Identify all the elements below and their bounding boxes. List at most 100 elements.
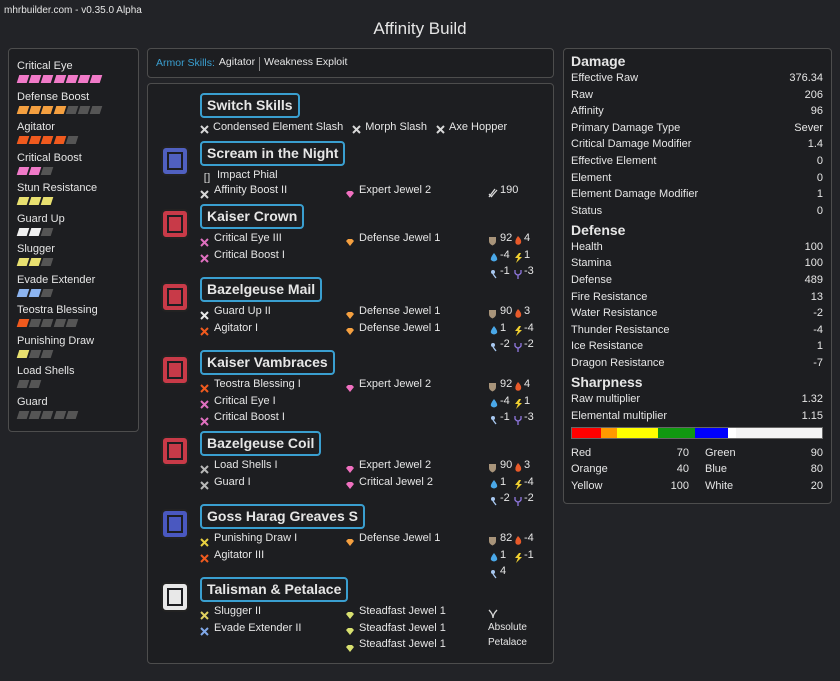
skill-icon (200, 186, 209, 199)
armor-skill: Agitator (218, 56, 256, 68)
icon-part (514, 270, 522, 279)
skill-level-segment (41, 197, 54, 205)
fire-value: 4 (524, 232, 531, 244)
skill-level-segment (28, 349, 42, 358)
icon-part (200, 327, 209, 336)
stat-label: Raw multiplier (571, 393, 641, 405)
skill-level-segment (28, 166, 42, 175)
skill-icon (200, 534, 209, 547)
thunder-value: -1 (524, 548, 534, 561)
equipment-name: Kaiser Crown (200, 204, 305, 229)
fire-value: -4 (524, 532, 534, 544)
icon-part (161, 355, 189, 385)
stat-value: 100 (804, 240, 823, 253)
petalace-icon (488, 606, 498, 619)
icon-part (161, 436, 189, 466)
skill-name: Teostra Blessing I (214, 378, 301, 390)
skill-level-segment (28, 197, 42, 205)
sharpness-segment (695, 427, 728, 438)
skill-name: Guard I (214, 475, 251, 488)
sharpness-value: 20 (810, 479, 823, 492)
icon-part (491, 416, 497, 425)
sharpness-name: White (705, 479, 734, 492)
skill-level-segment (16, 136, 30, 144)
icon-part (204, 172, 210, 184)
dragon-icon (514, 412, 523, 425)
icon-part (161, 209, 189, 239)
skill-level-bar (16, 197, 118, 205)
icon-part (167, 152, 183, 170)
icon-part (346, 384, 354, 392)
decoration-icon (345, 461, 355, 473)
skill-name: Guard Up II (214, 305, 271, 317)
icon-part (200, 383, 209, 393)
skill-name: Agitator III (214, 548, 265, 561)
sharpness-segment (572, 427, 601, 438)
decoration-icon (345, 477, 355, 489)
equipment-icon (158, 280, 192, 314)
icon-part (515, 552, 522, 563)
sharpness-segment (600, 427, 618, 438)
skill-level-segment (16, 319, 30, 327)
icon-part (200, 254, 209, 263)
decoration-name: Steadfast Jewel 1 (359, 621, 446, 634)
icon-part (200, 383, 209, 393)
stat-label: Effective Element (571, 155, 657, 167)
skill-name: Critical Eye (17, 60, 73, 72)
equipment-icon (158, 434, 192, 468)
skill-level-segment (16, 380, 30, 388)
skill-level-segment (16, 288, 30, 297)
icon-part (515, 479, 522, 490)
skill-level-segment (41, 227, 54, 236)
stat-label: Defense (571, 274, 612, 286)
icon-part (346, 328, 354, 335)
decoration-icon (345, 534, 355, 546)
decoration-icon (345, 186, 355, 198)
stat-value: 1.15 (801, 409, 823, 422)
stat-value: 376.34 (789, 72, 823, 84)
icon-part (161, 209, 189, 239)
icon-part (200, 481, 209, 490)
icon-part (491, 570, 497, 579)
skill-level-bar (16, 105, 118, 114)
icon-part (489, 383, 496, 392)
stat-value: -7 (813, 357, 823, 369)
icon-part (167, 515, 183, 533)
thunder-value: -4 (524, 321, 534, 334)
icon-part (491, 343, 497, 352)
stat-value: -2 (813, 307, 823, 320)
skill-level-segment (41, 319, 54, 327)
icon-part (346, 482, 354, 489)
skill-level-segment (41, 136, 54, 144)
skill-name: Affinity Boost II (214, 184, 288, 196)
skill-name: Guard (17, 395, 48, 408)
icon-part (492, 419, 497, 425)
icon-part (491, 497, 495, 501)
icon-part (346, 190, 354, 198)
skill-icon (200, 461, 209, 474)
skill-level-segment (77, 105, 91, 114)
skill-level-bar (16, 136, 118, 144)
fire-icon (514, 460, 523, 472)
icon-part (514, 416, 522, 425)
dragon-icon (514, 266, 523, 279)
icon-part (200, 627, 209, 636)
skill-level-segment (65, 75, 79, 83)
water-icon (490, 550, 499, 561)
section-title: Defense (571, 221, 626, 238)
dragon-icon (514, 339, 523, 352)
icon-part (488, 609, 498, 619)
icon-part (489, 310, 496, 319)
sharpness-value: 100 (670, 479, 689, 492)
skill-level-bar (16, 288, 118, 297)
water-value: 1 (500, 548, 507, 561)
defense-icon (488, 533, 497, 546)
stat-value: 0 (816, 155, 823, 167)
icon-part (346, 538, 354, 546)
stat-label: Dragon Resistance (571, 357, 665, 369)
icon-part (515, 463, 522, 472)
ice-value: -2 (500, 338, 510, 350)
icon-part (490, 252, 498, 261)
icon-part (491, 570, 495, 574)
icon-part (514, 497, 522, 506)
